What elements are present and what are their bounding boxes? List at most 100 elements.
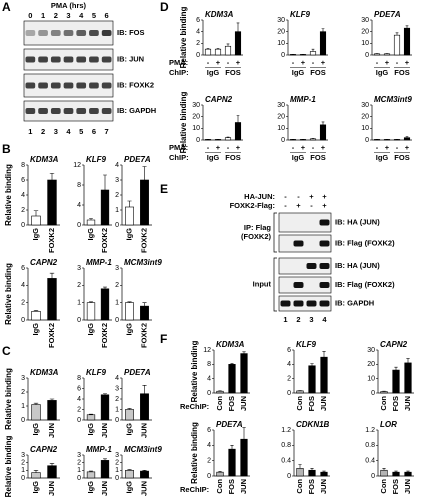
bar [308, 469, 316, 477]
y-tick-label: 0.4 [281, 458, 291, 465]
error-bar [49, 272, 55, 279]
x-tick-label: JUN [239, 396, 248, 411]
y-tick-label: 0 [115, 317, 119, 324]
y-tick-label: 6 [207, 427, 211, 434]
error-bar [298, 464, 302, 469]
error-bar [89, 301, 93, 303]
y-tick-label: 2 [21, 460, 25, 467]
chart-title: KLF9 [86, 155, 107, 164]
x-tick-label: IgG [86, 323, 95, 336]
y-tick-label: 6 [21, 265, 25, 272]
group-label: FOS [310, 68, 325, 77]
chart-title: CDKN1B [296, 420, 330, 429]
chart-title: KLF9 [290, 10, 311, 19]
y-tick-label: 1 [115, 467, 119, 474]
group-label: IgG [207, 68, 220, 77]
blot-band [89, 30, 99, 36]
y-tick-label: 0 [77, 417, 81, 424]
blot-row-label: IB: FOXK2 [117, 80, 154, 89]
x-tick-label: IgG [124, 481, 133, 494]
x-tick-label: FOS [391, 396, 400, 411]
blot-band [38, 56, 48, 63]
error-bar [103, 286, 107, 289]
bar [228, 364, 236, 394]
chart-title: PDE7A [374, 10, 401, 19]
y-tick-label: 3 [115, 265, 119, 272]
blot-row-label: IB: Flag (FOXK2) [335, 238, 395, 247]
error-bar [311, 48, 315, 52]
y-tick-label: 4 [21, 192, 25, 199]
lane-label: 3 [309, 315, 313, 324]
bar [140, 470, 149, 479]
chart-title: MMP-1 [86, 445, 112, 454]
x-tick-label: + [385, 58, 390, 67]
error-bar [394, 366, 398, 371]
bar [86, 302, 96, 321]
row-label: ReChIP: [180, 485, 209, 494]
x-tick-label: FOXK2 [47, 228, 56, 253]
bar [31, 404, 41, 421]
blot-band [89, 56, 99, 63]
error-bar [142, 302, 147, 307]
blot-band [293, 300, 304, 307]
lane-label: 4 [322, 315, 327, 324]
bar [240, 438, 248, 477]
x-tick-label: + [321, 143, 326, 152]
y-axis-label: Relative binding [179, 92, 188, 154]
blot-band [319, 300, 330, 307]
y-axis-label: Relative binding [4, 368, 13, 430]
chart-title: MCM3int9 [124, 258, 162, 267]
group-label: Input [253, 279, 272, 288]
blot-band [38, 108, 48, 114]
y-tick-label: 10 [367, 376, 375, 383]
row-label: PMA: [169, 143, 188, 152]
x-tick-label: Con [215, 479, 224, 494]
x-tick-label: + [216, 58, 221, 67]
bar [380, 469, 388, 477]
row-label: ChIP: [169, 153, 189, 162]
error-bar [236, 115, 240, 123]
x-tick-label: - [396, 58, 399, 67]
bar [319, 124, 327, 141]
x-tick-label: Con [379, 479, 388, 494]
error-bar [127, 200, 132, 207]
y-tick-label: 2 [21, 300, 25, 307]
condition-label: HA-JUN: [244, 192, 275, 201]
blot-band [101, 30, 112, 36]
blot-band [306, 263, 317, 269]
bar [383, 53, 391, 56]
bar [403, 137, 411, 141]
bar [216, 471, 224, 477]
blot-band [63, 30, 74, 36]
y-tick-label: 2 [77, 282, 81, 289]
bar [140, 305, 149, 321]
y-tick-label: 3 [115, 177, 119, 184]
chart-title: CAPN2 [205, 95, 233, 104]
x-tick-label: FOXK2 [139, 323, 148, 348]
bar [308, 365, 316, 394]
panel-label: B [2, 142, 11, 156]
x-tick-label: + [236, 58, 241, 67]
group-label: IgG [292, 153, 305, 162]
y-tick-label: 0 [365, 137, 369, 144]
y-tick-label: 6 [196, 17, 200, 24]
y-tick-label: 3 [77, 265, 81, 272]
error-bar [33, 210, 39, 216]
panel-label: D [160, 0, 169, 14]
y-tick-label: 4 [287, 361, 291, 368]
bar [404, 471, 412, 477]
x-tick-label: FOS [307, 396, 316, 411]
time-label: 4 [79, 11, 84, 20]
panel-label: F [160, 332, 167, 346]
bar [125, 206, 134, 226]
y-tick-label: 10 [277, 40, 285, 47]
x-tick-label: FOS [307, 479, 316, 494]
x-tick-label: - [376, 143, 379, 152]
bar [240, 353, 248, 394]
error-bar [382, 468, 386, 471]
y-tick-label: 1 [21, 467, 25, 474]
chart-title: KLF9 [86, 368, 107, 377]
error-bar [226, 136, 230, 138]
blot-frame [278, 212, 332, 233]
y-tick-label: 0 [196, 137, 200, 144]
